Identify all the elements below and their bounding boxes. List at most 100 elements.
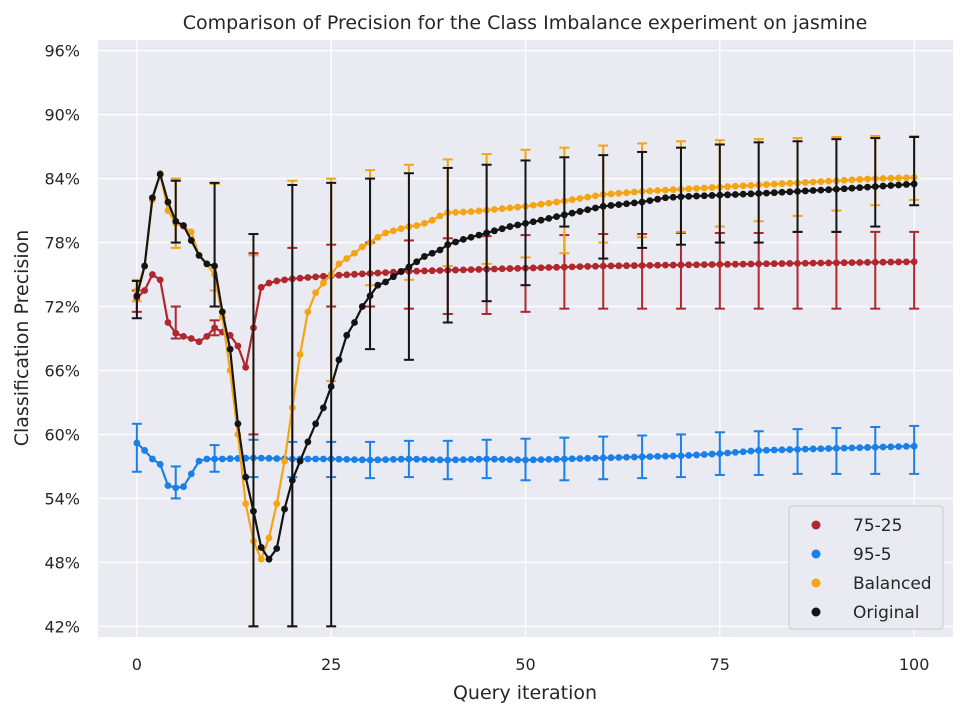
data-point (180, 332, 187, 340)
data-point (382, 269, 389, 277)
data-point (848, 444, 856, 452)
data-point (374, 281, 382, 289)
data-point (296, 457, 304, 465)
data-point (452, 238, 459, 246)
data-point (568, 209, 576, 217)
data-point (615, 262, 623, 270)
data-point (584, 454, 592, 462)
series-original (131, 136, 920, 628)
data-point (685, 192, 693, 200)
data-point (840, 259, 848, 267)
data-point (428, 216, 436, 224)
data-point (545, 199, 553, 207)
data-point (856, 259, 864, 266)
data-point (475, 231, 483, 239)
data-point (234, 342, 242, 350)
data-point (708, 192, 716, 199)
data-point (747, 182, 755, 189)
data-point (218, 308, 226, 316)
legend-label: Original (853, 603, 920, 623)
data-point (141, 287, 149, 294)
data-point (281, 505, 288, 513)
data-point (320, 279, 327, 287)
data-point (693, 184, 700, 192)
data-point (739, 260, 747, 268)
data-point (770, 260, 778, 268)
data-point (242, 473, 250, 481)
data-point (786, 260, 794, 267)
data-point (607, 190, 615, 198)
data-point (428, 267, 436, 275)
data-point (654, 453, 662, 460)
data-point (506, 456, 514, 464)
data-point (662, 194, 669, 202)
data-point (537, 264, 545, 272)
data-point (358, 456, 366, 464)
data-point (506, 204, 514, 212)
data-point (817, 259, 825, 267)
data-point (825, 186, 833, 194)
data-point (335, 455, 343, 463)
data-point (817, 445, 825, 453)
data-point (320, 272, 327, 280)
data-point (514, 264, 522, 272)
data-point (242, 363, 250, 371)
data-point (630, 199, 638, 207)
data-point (226, 345, 234, 353)
data-point (436, 456, 444, 464)
y-tick-label: 96% (44, 42, 80, 61)
y-tick-label: 90% (44, 106, 80, 125)
data-point (685, 261, 693, 269)
data-point (358, 303, 366, 310)
data-point (545, 264, 553, 271)
data-point (389, 227, 397, 235)
data-point (335, 260, 343, 268)
data-point (234, 420, 242, 428)
data-point (436, 246, 444, 254)
y-tick-label: 72% (44, 298, 80, 317)
data-point (320, 404, 327, 412)
data-point (296, 274, 304, 282)
data-point (351, 319, 358, 326)
data-point (149, 455, 156, 463)
legend-marker (811, 549, 821, 559)
y-tick-label: 54% (44, 489, 80, 508)
data-point (273, 277, 281, 285)
data-point (358, 270, 366, 278)
legend-marker (811, 578, 821, 588)
data-point (693, 192, 700, 200)
data-point (584, 263, 592, 270)
data-point (685, 451, 693, 459)
data-point (654, 187, 662, 194)
data-point (840, 444, 848, 452)
legend-label: Balanced (853, 574, 932, 594)
data-point (156, 460, 164, 468)
data-point (553, 198, 560, 206)
data-point (529, 264, 537, 272)
data-point (763, 446, 770, 454)
data-point (662, 186, 669, 194)
data-point (630, 188, 638, 196)
data-point (421, 455, 428, 463)
data-point (809, 259, 817, 267)
data-point (848, 184, 856, 192)
data-point (149, 271, 156, 278)
data-point (537, 200, 545, 208)
legend-label: 75-25 (853, 516, 902, 536)
data-point (724, 183, 731, 191)
data-point (195, 457, 203, 465)
legend-label: 95-5 (853, 545, 892, 565)
data-point (498, 205, 506, 213)
data-point (553, 263, 560, 271)
data-point (747, 190, 755, 198)
data-point (646, 187, 654, 195)
data-point (141, 262, 149, 270)
data-point (576, 208, 584, 215)
data-point (514, 203, 522, 211)
data-point (304, 438, 312, 446)
data-point (436, 267, 444, 274)
data-point (529, 456, 537, 464)
data-point (529, 218, 537, 226)
data-point (203, 455, 211, 463)
data-point (413, 455, 421, 463)
